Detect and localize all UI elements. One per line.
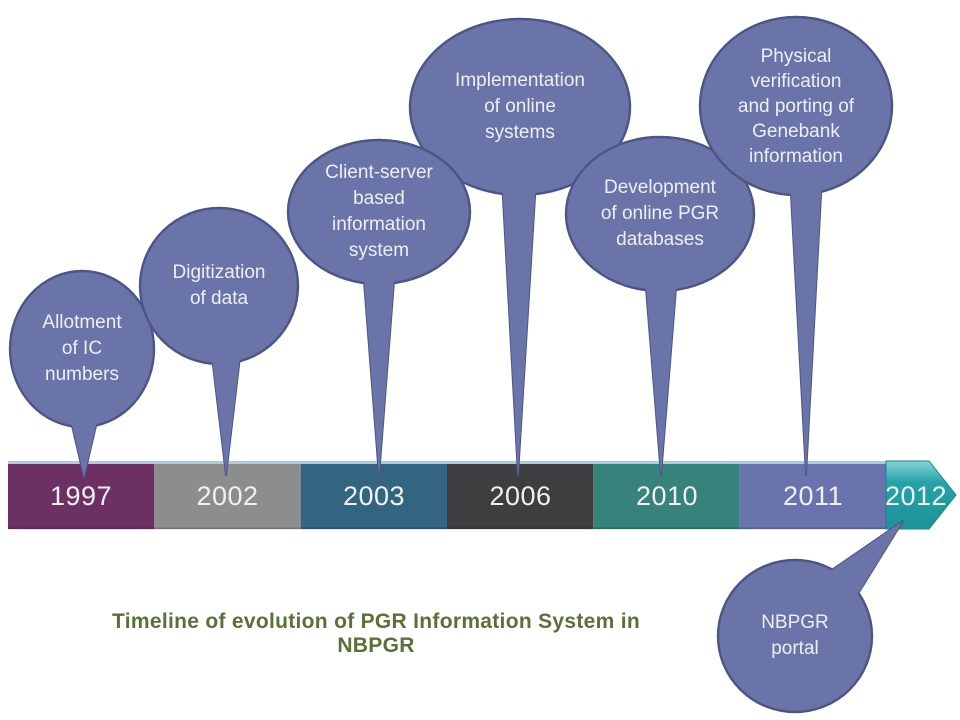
balloon-tail-join (826, 521, 903, 597)
bar-top-strip (8, 461, 886, 465)
year-2003: 2003 (342, 481, 406, 511)
balloon-tail-join (790, 176, 822, 475)
balloon-tail-join (363, 268, 395, 476)
balloon-nbpgr-portal (716, 520, 904, 714)
balloon-bubble (286, 138, 472, 286)
segment-2003 (300, 464, 447, 529)
segment-2006 (447, 464, 594, 529)
balloon-digitization-of-data (138, 206, 300, 476)
year-2011: 2011 (782, 481, 844, 511)
segment-2010 (593, 464, 740, 529)
year-2012: 2012 (884, 481, 948, 511)
balloon-tail-join (645, 276, 677, 475)
slide-caption: Timeline of evolution of PGR Information… (112, 610, 640, 657)
segment-1997 (8, 464, 155, 529)
balloon-tail-join (502, 180, 536, 475)
balloon-development-pgr-databases (564, 135, 756, 476)
year-2006: 2006 (489, 481, 552, 511)
timeline-bar (8, 460, 957, 530)
balloon-client-server-system (286, 138, 472, 477)
segment-2011 (739, 464, 886, 529)
balloon-tail-join (66, 400, 102, 477)
year-2002: 2002 (196, 481, 259, 511)
balloon-physical-verification-genebank (698, 15, 894, 476)
segment-2002 (154, 464, 301, 529)
balloon-implementation-online-systems (408, 17, 632, 476)
balloon-bubble (698, 15, 894, 197)
balloon-allotment-ic-numbers (8, 269, 156, 478)
bar-bottom-shade (8, 527, 886, 530)
year-2010: 2010 (635, 481, 699, 511)
year-1997: 1997 (49, 481, 113, 511)
balloon-bubble (716, 558, 874, 714)
balloon-tail-join (210, 340, 242, 475)
arrow-2012 (885, 460, 957, 530)
